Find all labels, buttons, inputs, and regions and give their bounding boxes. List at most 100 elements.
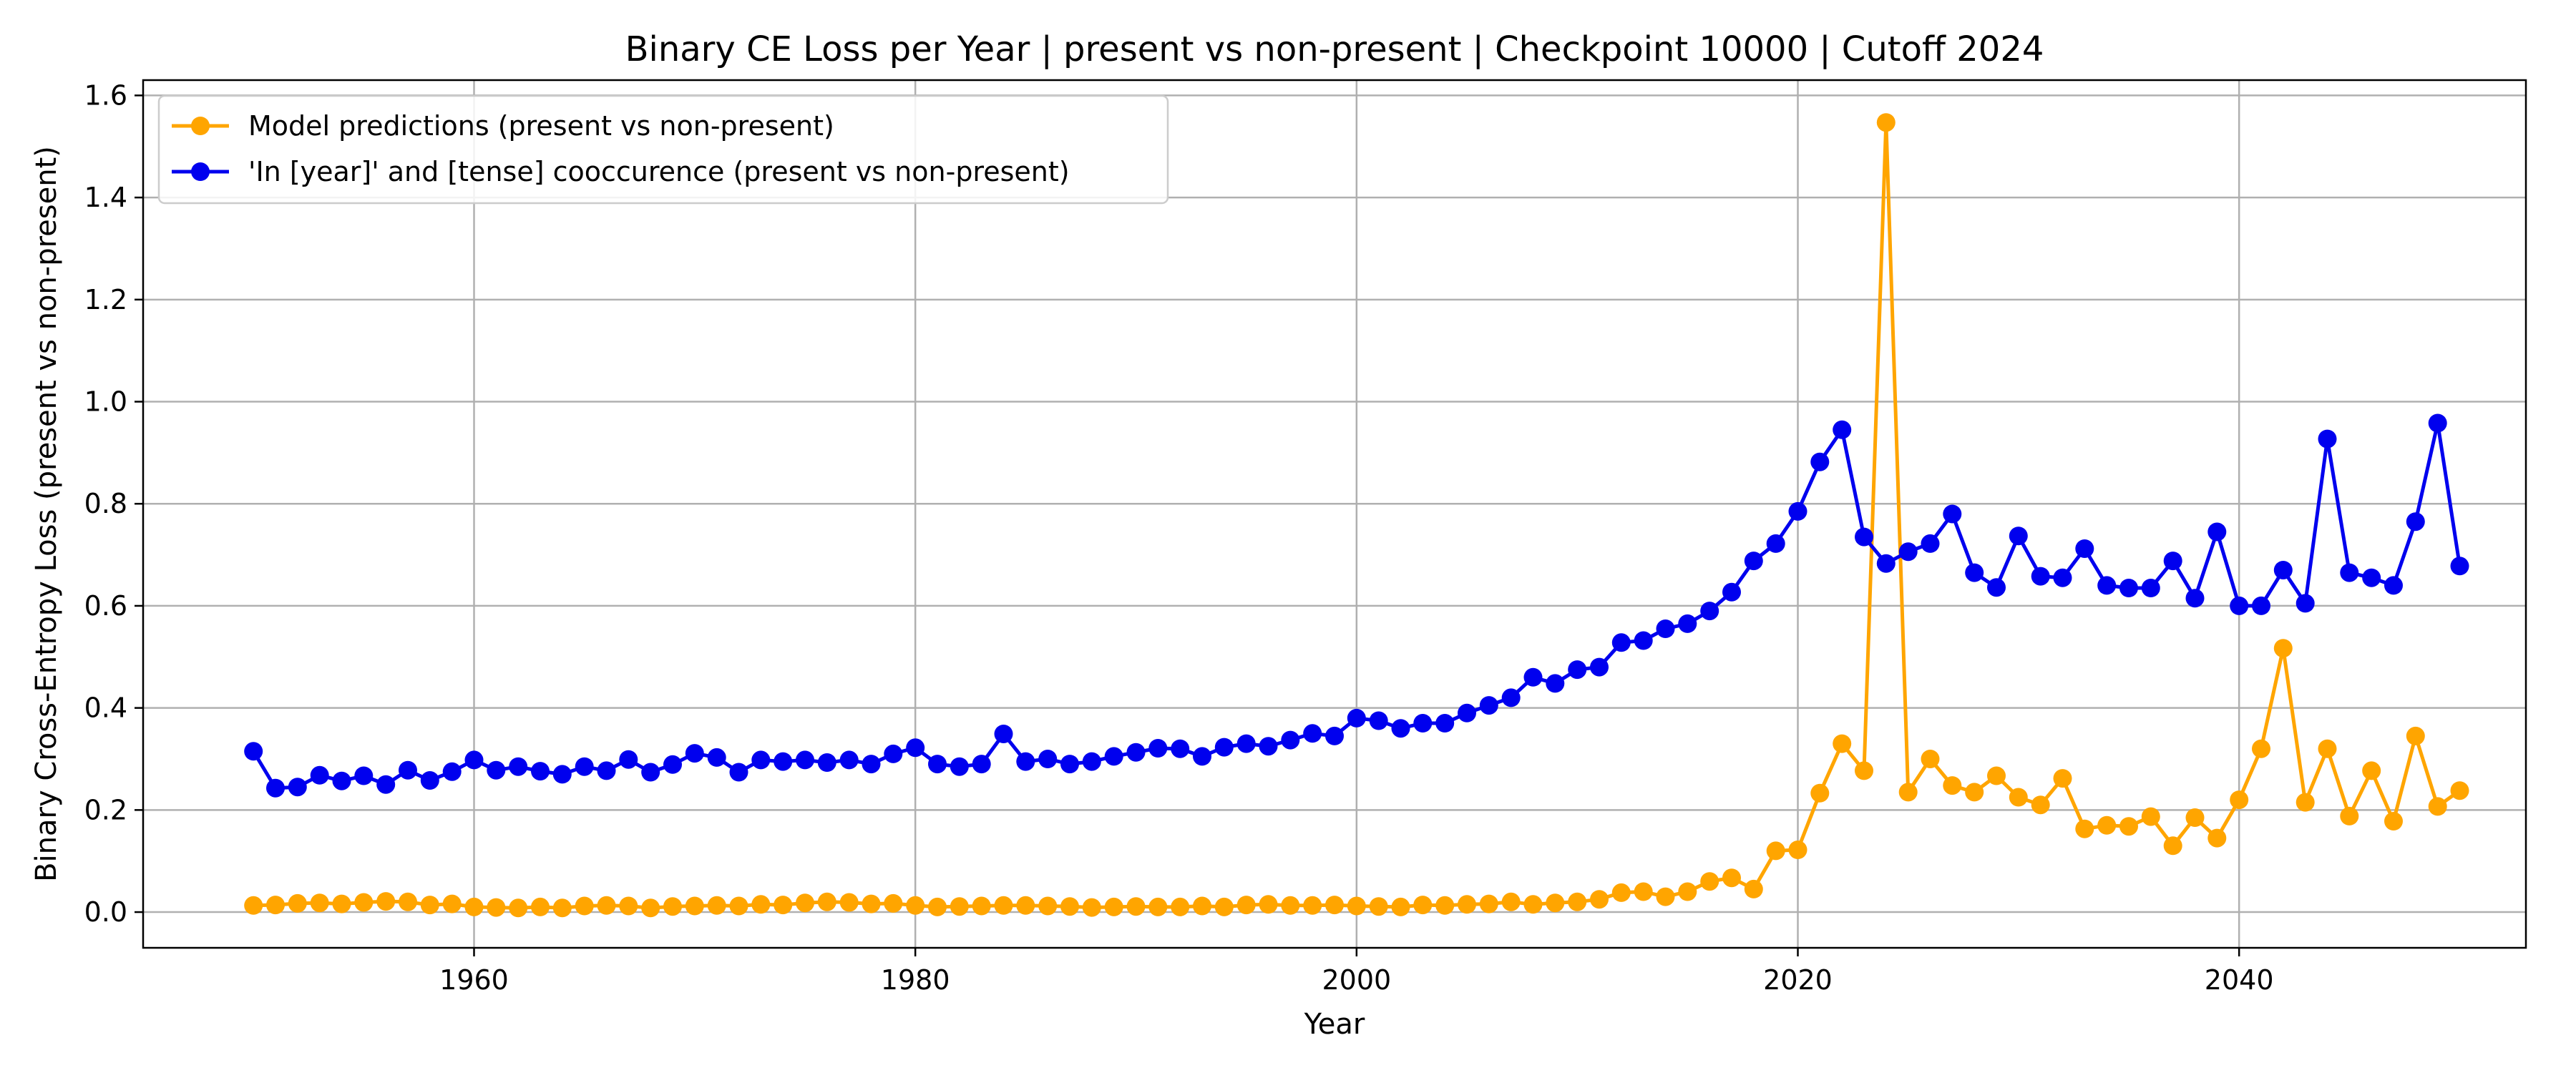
data-point <box>2384 812 2403 831</box>
data-point <box>332 771 351 790</box>
data-point <box>1546 674 1565 693</box>
series-1 <box>244 113 2469 918</box>
data-point <box>685 744 704 763</box>
data-point <box>2031 795 2050 815</box>
data-point <box>376 775 396 794</box>
legend-label: Model predictions (present vs non-presen… <box>248 110 834 142</box>
data-point <box>244 742 263 761</box>
data-point <box>950 757 969 776</box>
data-point <box>1700 872 1719 891</box>
data-point <box>1148 897 1168 916</box>
legend-marker <box>191 117 210 135</box>
axis-ticks: 1960 1980 2000 2020 2040 0.0 0.2 0.4 0.6 0.8 1.0 1.… <box>84 79 2274 996</box>
data-point <box>1987 578 2006 597</box>
data-point <box>1325 726 1344 745</box>
data-point <box>266 896 285 915</box>
data-point <box>2406 726 2425 745</box>
data-point <box>1303 896 1322 915</box>
data-point <box>1281 730 1300 750</box>
data-point <box>354 766 374 785</box>
data-point <box>509 898 528 918</box>
data-point <box>906 738 925 758</box>
data-point <box>1722 868 1741 888</box>
legend: Model predictions (present vs non-presen… <box>157 94 1169 205</box>
data-point <box>1435 896 1455 915</box>
data-point <box>2406 512 2425 531</box>
data-point <box>1126 897 1146 916</box>
data-point <box>2340 563 2359 582</box>
data-point <box>994 725 1013 743</box>
data-point <box>1479 696 1498 715</box>
data-point <box>2296 793 2315 812</box>
data-point <box>288 893 307 913</box>
data-point <box>1259 895 1278 914</box>
data-point <box>531 897 550 916</box>
data-point <box>1523 895 1543 914</box>
data-point <box>1214 738 1234 757</box>
data-point <box>641 898 660 918</box>
data-point <box>575 896 594 916</box>
data-point <box>2097 815 2117 835</box>
data-point <box>552 765 572 784</box>
data-point <box>1038 896 1058 916</box>
y-tick-label: 0.6 <box>84 590 127 622</box>
grid <box>143 80 2526 948</box>
data-point <box>1193 896 1211 916</box>
data-point <box>2362 761 2381 780</box>
data-point <box>1458 703 1476 722</box>
data-point <box>2185 589 2205 608</box>
data-point <box>619 750 638 769</box>
y-tick-label: 0.2 <box>84 794 127 825</box>
data-point <box>2273 561 2293 579</box>
data-point <box>597 896 616 915</box>
data-point <box>2428 797 2447 816</box>
data-point <box>2230 596 2249 615</box>
data-point <box>1744 552 1763 571</box>
data-point <box>1833 420 1852 439</box>
data-point <box>1568 660 1587 680</box>
data-point <box>2163 552 2182 571</box>
legend-box <box>157 94 1169 205</box>
data-point <box>1634 631 1653 650</box>
data-point <box>1236 734 1256 753</box>
series-layer <box>244 113 2469 918</box>
x-tick-label: 2040 <box>2205 964 2274 996</box>
data-point <box>729 763 748 782</box>
data-point <box>464 897 484 916</box>
data-point <box>1016 752 1035 771</box>
data-point <box>2384 576 2403 595</box>
data-point <box>531 762 550 781</box>
data-point <box>2340 806 2359 825</box>
data-point <box>774 752 793 771</box>
data-point <box>1082 752 1101 771</box>
data-point <box>1611 633 1631 652</box>
data-point <box>1788 841 1807 859</box>
data-point <box>1347 708 1366 727</box>
y-axis-label: Binary Cross-Entropy Loss (present vs no… <box>30 146 63 882</box>
data-point <box>1810 783 1830 803</box>
data-point <box>884 893 903 913</box>
data-point <box>1347 896 1366 916</box>
data-point <box>641 763 660 782</box>
data-point <box>244 896 263 915</box>
y-tick-label: 0.4 <box>84 692 127 724</box>
data-point <box>619 896 638 916</box>
data-point <box>839 750 859 770</box>
data-point <box>2163 836 2182 856</box>
data-point <box>1921 534 1940 553</box>
data-point <box>1104 897 1123 916</box>
data-point <box>1082 898 1101 917</box>
data-point <box>2009 526 2028 546</box>
data-point <box>2141 579 2160 597</box>
data-point <box>839 893 859 912</box>
data-point <box>1060 755 1079 774</box>
data-point <box>1016 896 1035 915</box>
legend-item: Model predictions (present vs non-presen… <box>172 110 834 142</box>
x-tick-label: 1960 <box>439 964 509 996</box>
data-point <box>2141 807 2160 826</box>
data-point <box>1744 879 1763 898</box>
plot-frame <box>142 79 2527 949</box>
data-point <box>354 893 374 912</box>
data-point <box>288 778 307 797</box>
data-point <box>2362 568 2381 587</box>
